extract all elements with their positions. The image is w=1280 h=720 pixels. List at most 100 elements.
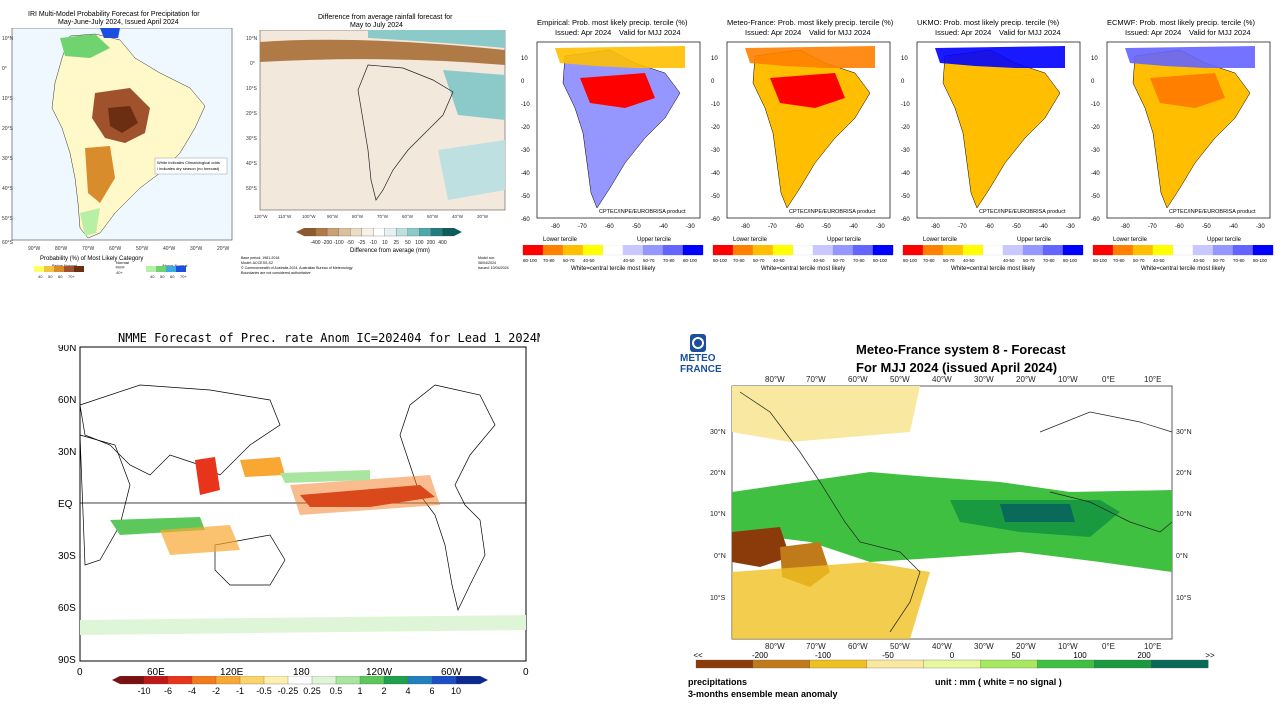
legend-swatch	[923, 659, 981, 669]
tercile-x-tick: -50	[632, 224, 641, 230]
legend-label: -50	[882, 651, 894, 660]
nmme-legend: -10 -6 -4 -2 -1 -0.5 -0.25 0.25 0.5 1 2 4 6 10	[112, 676, 488, 696]
iri-lat-tick: 60°S	[2, 240, 14, 246]
iri-map: 10°N 0° 10°S 20°S 30°S 40°S 50°S 60°S 90…	[2, 28, 233, 252]
iri-legend-label: 70+	[180, 274, 187, 279]
tercile-legend-label: 40-50	[773, 258, 785, 263]
mf-title-1: Meteo-France system 8 - Forecast	[856, 342, 1066, 357]
tercile-legend-label: 40-50	[623, 258, 635, 263]
tercile-y-tick: -30	[711, 148, 720, 154]
legend-label: -400	[311, 240, 321, 246]
tercile-north-band	[1125, 46, 1255, 68]
bom-lon-tick: 100°W	[302, 214, 316, 219]
tercile-legend: 80-100 70-80 50-70 40-50 40-50 50-70 70-80 80-1…	[712, 245, 894, 263]
tercile-legend-swatch	[1042, 245, 1064, 256]
iri-legend-above-40	[146, 266, 156, 272]
iri-legend-below-70	[64, 266, 74, 272]
tercile-legend-swatch	[1112, 245, 1134, 256]
bom-lon-tick: 120°W	[254, 214, 268, 219]
tercile-legend-swatch	[902, 245, 924, 256]
tercile-valid: Valid for MJJ 2024	[999, 28, 1061, 37]
mf-lon-tick: 50°W	[890, 375, 910, 384]
mf-coast-americas	[739, 391, 921, 633]
iri-cat-normal: Normal	[116, 260, 129, 265]
tercile-map: 10 0 -10 -20 -30 -40 -50 -60 -80 -70 -60 -50 -40 -30	[521, 41, 701, 230]
tercile-legend: 80-100 70-80 50-70 40-50 40-50 50-70 70-80 80-1…	[1092, 245, 1274, 263]
tercile-product: CPTEC/INPE/EUROBRISA product	[979, 209, 1066, 215]
legend-label: 50	[1012, 651, 1021, 660]
mf-lat-tick: 20°N	[1176, 469, 1192, 477]
mf-unit-text: unit : mm ( white = no signal )	[935, 677, 1062, 687]
tercile-legend-label: 80-100	[523, 258, 538, 263]
bom-lat-tick: 30°S	[246, 136, 258, 142]
bom-info-line: Boundaries are not considered authoritat…	[241, 271, 311, 275]
nmme-red-maritime	[195, 457, 220, 495]
tercile-legend-swatch	[832, 245, 854, 256]
iri-lat-tick: 20°S	[2, 126, 14, 132]
mf-lon-tick: 70°W	[806, 375, 826, 384]
tercile-y-tick: -30	[1091, 148, 1100, 154]
iri-legend-below-max	[74, 266, 84, 272]
bom-lon-tick: 50°W	[427, 214, 439, 219]
tercile-legend-swatch	[792, 245, 814, 256]
nmme-orange-nw-pacific	[240, 457, 285, 477]
mf-lon-tick: 0°E	[1102, 642, 1115, 651]
bom-lon-tick: 70°W	[377, 214, 389, 219]
legend-label: -4	[188, 686, 196, 696]
bom-lat-tick: 40°S	[246, 161, 258, 167]
legend-swatch	[143, 676, 169, 685]
iri-lat-tick: 0°	[2, 66, 7, 72]
tercile-legend-label: 50-70	[1023, 258, 1035, 263]
iri-cat-above: Above Normal	[162, 263, 188, 268]
tercile-legend-label: 80-100	[1093, 258, 1108, 263]
iri-blue-north	[100, 28, 120, 38]
tercile-y-tick: -50	[1091, 194, 1100, 200]
tercile-core	[770, 73, 845, 108]
tercile-y-tick: -40	[711, 171, 720, 177]
tercile-legend-label: 40-50	[813, 258, 825, 263]
legend-label: -100	[334, 240, 344, 246]
tercile-legend-label: 50-70	[563, 258, 575, 263]
iri-lat-tick: 10°S	[2, 96, 14, 102]
iri-lat-tick: 40°S	[2, 186, 14, 192]
nmme-lon-tick: 120W	[366, 667, 393, 678]
tercile-legend-swatch	[522, 245, 544, 256]
tercile-x-tick: -40	[849, 224, 858, 230]
bom-teal-south	[438, 140, 505, 200]
tercile-y-tick: -20	[1091, 125, 1100, 131]
tercile-legend-label: 70-80	[923, 258, 935, 263]
legend-label: -200	[752, 651, 769, 660]
tercile-x-tick: -30	[1256, 224, 1265, 230]
tercile-y-tick: -10	[901, 102, 910, 108]
tercile-legend-label: 40-50	[963, 258, 975, 263]
iri-green-south	[80, 208, 100, 236]
iri-green-north	[60, 34, 110, 58]
legend-label: 0	[950, 651, 955, 660]
legend-swatch	[695, 659, 754, 669]
legend-swatch	[311, 676, 337, 685]
bom-lat-ticks: 10°N 0° 10°S 20°S 30°S 40°S 50°S	[246, 36, 258, 192]
tercile-legend-label: 50-70	[753, 258, 765, 263]
bom-teal-east	[443, 70, 505, 120]
tercile-map: 10 0 -10 -20 -30 -40 -50 -60 -80 -70 -60 -50 -40 -30	[711, 41, 891, 230]
mf-lon-tick: 20°W	[1016, 375, 1036, 384]
legend-arrow-right	[480, 676, 488, 684]
mf-lat-tick: 10°S	[710, 594, 726, 602]
bom-lon-tick: 90°W	[327, 214, 339, 219]
legend-swatch	[1150, 659, 1209, 669]
legend-label: -2	[212, 686, 220, 696]
legend-arrow-right	[454, 228, 462, 236]
tercile-legend-swatch	[772, 245, 794, 256]
bom-lon-tick: 110°W	[278, 214, 292, 219]
bom-lat-tick: 20°S	[246, 111, 258, 117]
tercile-y-tick: -60	[901, 217, 910, 223]
tercile-y-tick: -60	[711, 217, 720, 223]
iri-legend-label: 40	[38, 274, 43, 279]
legend-swatch	[359, 676, 385, 685]
legend-label: 25	[394, 240, 400, 246]
nmme-lat-tick: EQ	[58, 499, 73, 510]
tercile-legend: 80-100 70-80 50-70 40-50 40-50 50-70 70-80 80-1…	[522, 245, 704, 263]
tercile-legend-swatch	[1192, 245, 1214, 256]
mf-lon-tick: 80°W	[765, 642, 785, 651]
legend-label: 4	[405, 686, 410, 696]
